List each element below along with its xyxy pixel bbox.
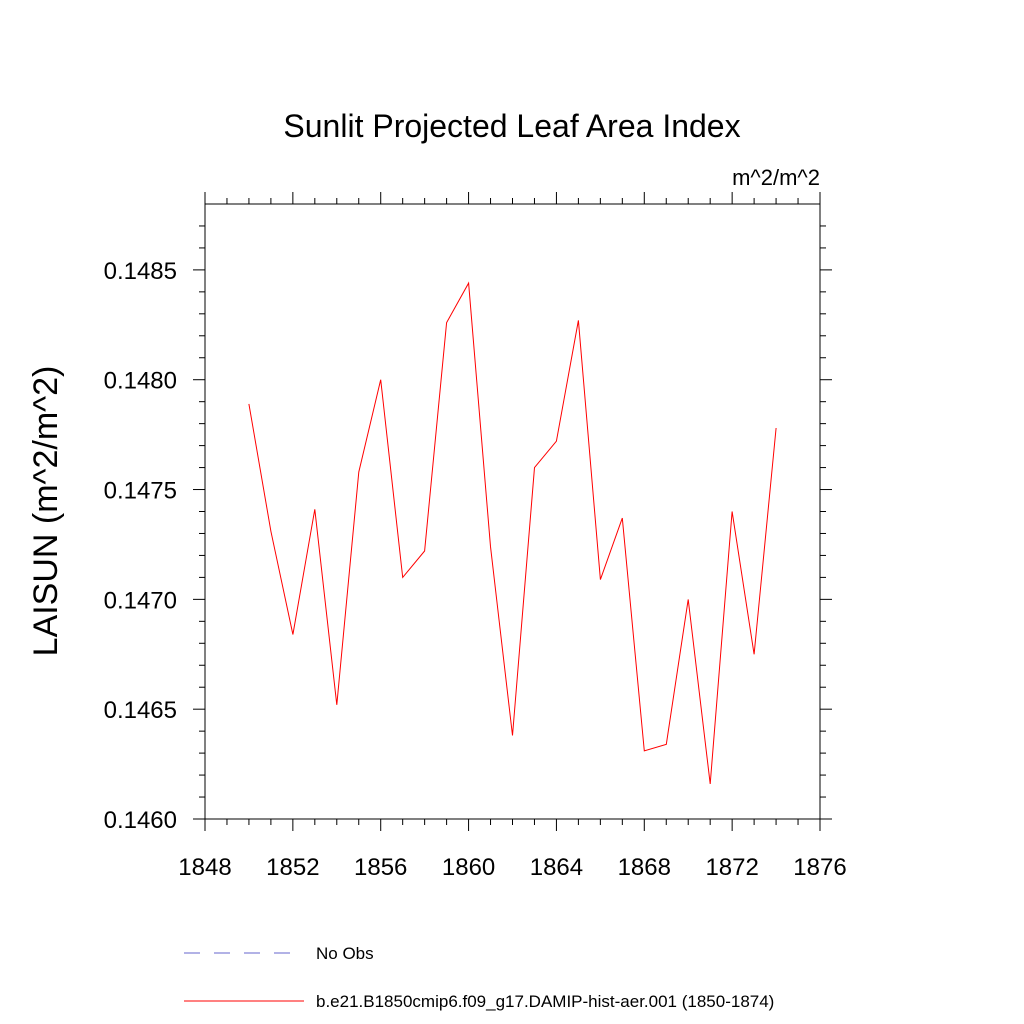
- chart-title: Sunlit Projected Leaf Area Index: [283, 108, 740, 144]
- legend-label: b.e21.B1850cmip6.f09_g17.DAMIP-hist-aer.…: [316, 992, 774, 1011]
- legend-label: No Obs: [316, 944, 374, 963]
- plot-frame: [204, 203, 821, 820]
- tick-labels: 1848 1852 1856 1860 1864 1868 1872 1876 0.1460 0.…: [104, 258, 847, 881]
- x-tick-label: 1856: [354, 854, 407, 881]
- x-tick-label: 1852: [266, 854, 319, 881]
- x-tick-label: 1876: [793, 854, 846, 881]
- x-tick-label: 1872: [705, 854, 758, 881]
- series-line: [248, 281, 777, 784]
- y-tick-label: 0.1460: [104, 807, 177, 834]
- y-tick-label: 0.1485: [104, 258, 177, 285]
- x-tick-label: 1848: [178, 854, 231, 881]
- x-tick-label: 1864: [530, 854, 583, 881]
- y-tick-label: 0.1465: [104, 697, 177, 724]
- x-tick-label: 1868: [618, 854, 671, 881]
- x-tick-label: 1860: [442, 854, 495, 881]
- y-tick-label: 0.1475: [104, 478, 177, 505]
- units-label: m^2/m^2: [732, 165, 820, 190]
- y-axis-label: LAISUN (m^2/m^2): [27, 366, 65, 657]
- legend: No Obs b.e21.B1850cmip6.f09_g17.DAMIP-his…: [184, 944, 774, 1011]
- series-layer: [248, 281, 777, 784]
- y-tick-label: 0.1470: [104, 587, 177, 614]
- y-tick-label: 0.1480: [104, 368, 177, 395]
- tick-marks: [193, 192, 832, 831]
